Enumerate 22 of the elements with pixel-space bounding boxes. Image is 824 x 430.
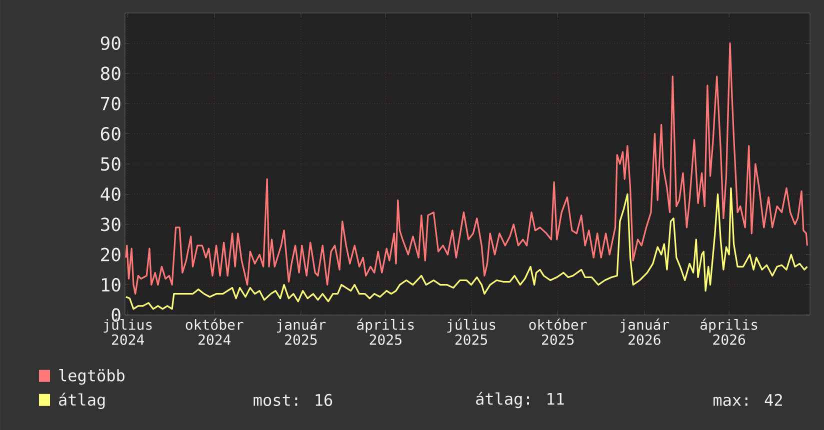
y-tick-label: 30 xyxy=(101,218,120,232)
y-tick-label: 40 xyxy=(100,187,120,201)
x-tick-label: július 2025 xyxy=(447,318,496,345)
line-series xyxy=(125,42,808,295)
text: max: 42 xyxy=(714,394,782,406)
x-tick-label: április 2026 xyxy=(700,318,758,345)
y-tick-label: 50 xyxy=(101,157,120,171)
text: most: 16 xyxy=(254,394,332,406)
y-tick-label: 60 xyxy=(100,126,120,141)
y-tick-label: 10 xyxy=(102,278,120,292)
legend-label: átlag xyxy=(59,392,105,409)
text: átlag: 11 xyxy=(476,392,564,408)
legend-label: legtöbb xyxy=(59,369,124,385)
x-tick-label: április 2025 xyxy=(357,318,414,345)
x-tick-label: október 2024 xyxy=(186,318,244,345)
y-tick-label: 80 xyxy=(100,66,120,80)
y-tick-label: 70 xyxy=(101,96,120,110)
y-tick-label: 90 xyxy=(100,36,120,50)
x-tick-label: január 2026 xyxy=(620,318,670,345)
x-tick-label: október 2025 xyxy=(529,318,587,345)
x-tick-label: január 2025 xyxy=(276,318,326,345)
y-tick-label: 20 xyxy=(101,248,120,262)
